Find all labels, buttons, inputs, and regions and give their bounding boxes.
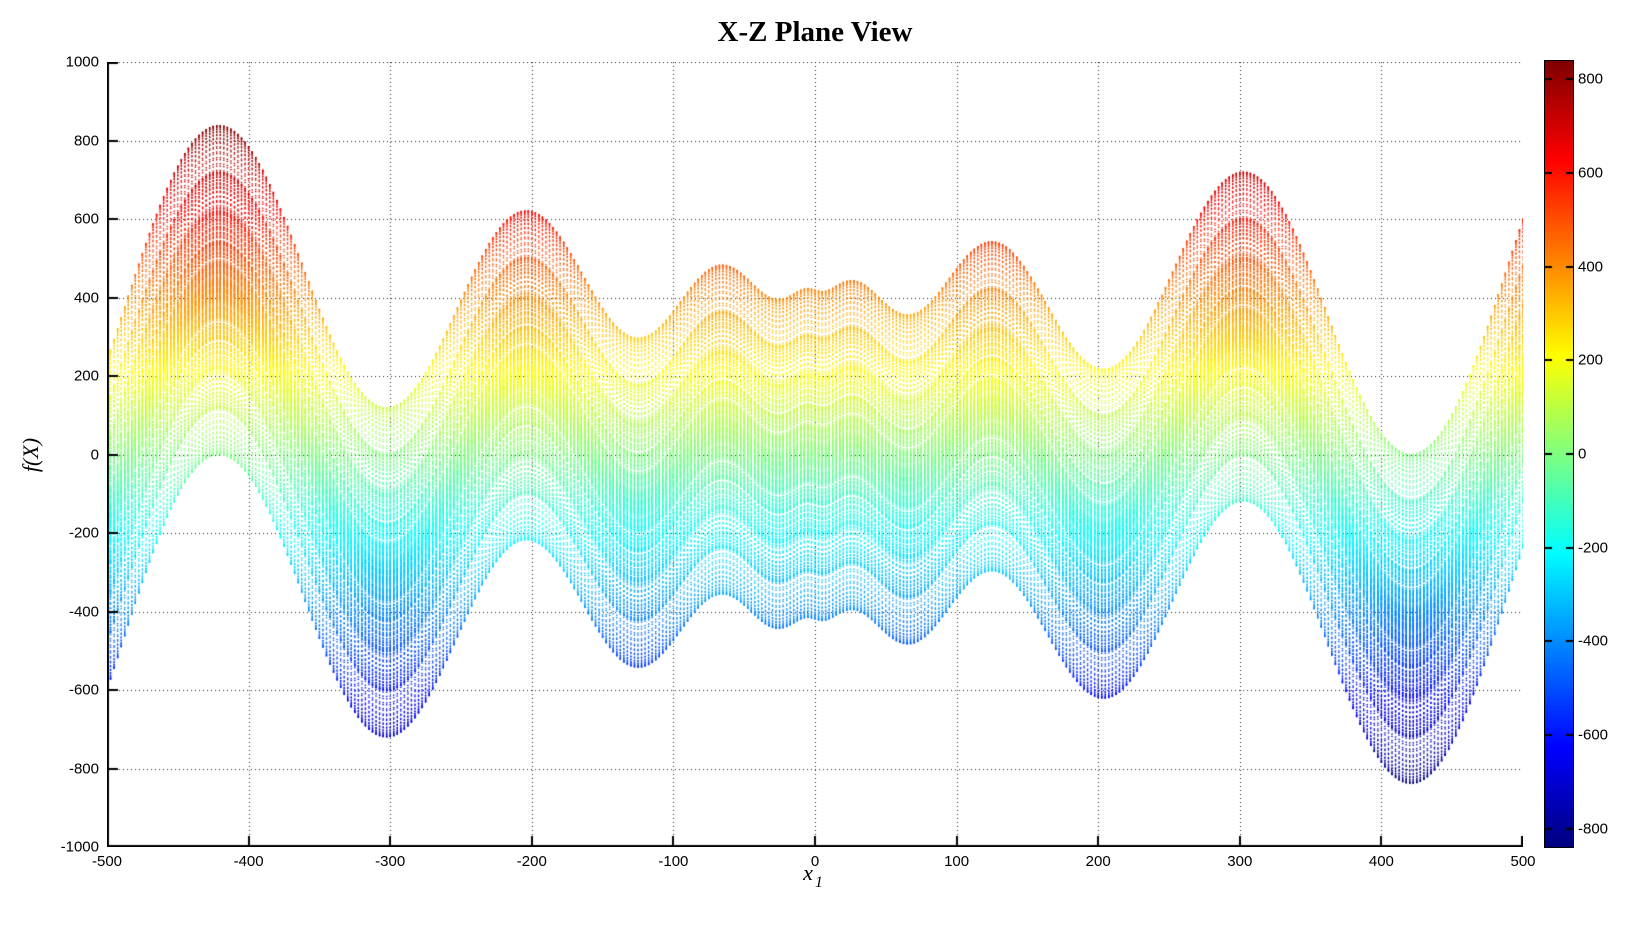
chart-title: X-Z Plane View bbox=[717, 16, 913, 48]
x-tick-label: 200 bbox=[1085, 853, 1111, 870]
y-tick-label: -200 bbox=[68, 524, 99, 542]
colorbar-tick-label: 200 bbox=[1578, 351, 1604, 369]
y-tick-label: 0 bbox=[90, 446, 99, 463]
y-tick-label: 400 bbox=[73, 289, 99, 306]
colorbar-tick-label: 0 bbox=[1578, 445, 1587, 463]
colorbar-tick-label: -400 bbox=[1578, 632, 1609, 650]
x-tick-label: -500 bbox=[91, 853, 123, 870]
y-tick-label: -1000 bbox=[60, 838, 99, 856]
plot-canvas bbox=[107, 62, 1523, 847]
x-tick-label: -200 bbox=[516, 853, 547, 870]
y-tick-label: 800 bbox=[73, 132, 99, 149]
colorbar-tick-label: -200 bbox=[1578, 539, 1609, 557]
x-tick-label: -300 bbox=[375, 853, 406, 870]
colorbar-tick-label: 600 bbox=[1578, 164, 1604, 182]
colorbar bbox=[1544, 60, 1574, 848]
y-tick-label: -800 bbox=[68, 760, 99, 777]
x-tick-label: 400 bbox=[1368, 853, 1394, 870]
x-tick-label: 0 bbox=[810, 853, 820, 870]
colorbar-tick-label: -600 bbox=[1578, 726, 1609, 744]
y-tick-label: 1000 bbox=[65, 53, 99, 71]
y-tick-label: 600 bbox=[73, 210, 99, 228]
x-tick-label: -100 bbox=[658, 853, 689, 870]
x-axis-label-base: x bbox=[803, 860, 813, 885]
x-tick-label: 300 bbox=[1227, 853, 1253, 870]
y-tick-label: -400 bbox=[68, 603, 99, 620]
y-tick-label: 200 bbox=[73, 367, 99, 385]
x-axis-label-subscript: 1 bbox=[814, 874, 823, 891]
x-tick-label: 100 bbox=[944, 853, 970, 870]
x-tick-label: -400 bbox=[233, 853, 264, 870]
colorbar-tick-label: -800 bbox=[1578, 820, 1609, 838]
colorbar-tick-label: 800 bbox=[1578, 70, 1604, 88]
y-tick-label: -600 bbox=[68, 681, 99, 699]
x-tick-label: 500 bbox=[1510, 853, 1536, 870]
colorbar-tick-label: 400 bbox=[1578, 258, 1604, 276]
